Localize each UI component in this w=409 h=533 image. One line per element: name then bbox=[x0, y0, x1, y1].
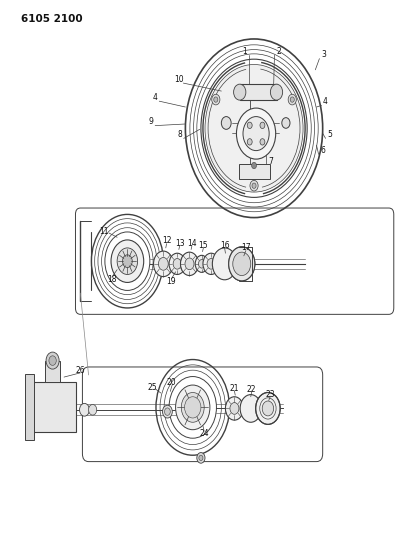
Text: 2: 2 bbox=[276, 47, 280, 55]
Bar bbox=[238, 164, 269, 179]
Circle shape bbox=[153, 251, 173, 277]
Circle shape bbox=[236, 108, 275, 159]
Text: 7: 7 bbox=[267, 157, 272, 166]
Circle shape bbox=[169, 253, 185, 274]
Circle shape bbox=[249, 180, 258, 191]
Text: 26: 26 bbox=[75, 366, 85, 375]
Circle shape bbox=[184, 397, 200, 418]
Circle shape bbox=[228, 247, 254, 281]
Text: 8: 8 bbox=[177, 130, 182, 139]
Circle shape bbox=[181, 392, 204, 422]
Circle shape bbox=[255, 392, 279, 424]
Circle shape bbox=[88, 405, 97, 415]
Text: 17: 17 bbox=[240, 244, 250, 253]
Circle shape bbox=[196, 453, 204, 463]
Circle shape bbox=[117, 248, 137, 274]
Circle shape bbox=[243, 117, 268, 151]
Circle shape bbox=[228, 247, 254, 281]
Text: 4: 4 bbox=[322, 97, 327, 106]
Circle shape bbox=[173, 259, 181, 269]
Text: 23: 23 bbox=[265, 390, 274, 399]
Circle shape bbox=[49, 356, 56, 366]
Bar bbox=[239, 84, 276, 100]
Circle shape bbox=[180, 252, 198, 276]
Circle shape bbox=[259, 139, 264, 145]
Text: 5: 5 bbox=[326, 130, 331, 139]
Circle shape bbox=[204, 64, 302, 192]
Text: 3: 3 bbox=[320, 51, 325, 59]
Text: 20: 20 bbox=[166, 378, 176, 387]
Circle shape bbox=[198, 260, 204, 268]
Circle shape bbox=[221, 117, 231, 130]
Text: 14: 14 bbox=[187, 239, 196, 248]
Bar bbox=[33, 382, 76, 432]
Circle shape bbox=[252, 183, 256, 188]
Circle shape bbox=[198, 455, 202, 461]
Text: 15: 15 bbox=[198, 241, 208, 250]
Circle shape bbox=[46, 352, 59, 369]
Circle shape bbox=[212, 248, 236, 280]
Text: 1: 1 bbox=[242, 47, 247, 55]
Circle shape bbox=[164, 408, 170, 415]
Circle shape bbox=[211, 94, 219, 105]
Circle shape bbox=[207, 259, 215, 269]
Circle shape bbox=[247, 139, 252, 145]
Circle shape bbox=[213, 97, 217, 102]
Circle shape bbox=[288, 94, 296, 105]
Circle shape bbox=[229, 402, 238, 414]
Text: 4: 4 bbox=[152, 93, 157, 102]
Text: 24: 24 bbox=[199, 430, 209, 439]
Circle shape bbox=[262, 401, 273, 416]
Circle shape bbox=[111, 240, 144, 282]
Circle shape bbox=[233, 84, 245, 100]
Text: 22: 22 bbox=[246, 385, 256, 394]
Circle shape bbox=[259, 122, 264, 128]
Text: 9: 9 bbox=[148, 117, 153, 126]
Text: 16: 16 bbox=[219, 241, 229, 250]
Circle shape bbox=[281, 118, 289, 128]
Circle shape bbox=[202, 253, 219, 274]
Circle shape bbox=[247, 122, 252, 128]
Text: 10: 10 bbox=[174, 75, 184, 84]
Bar bbox=[45, 361, 60, 382]
Text: 13: 13 bbox=[174, 239, 184, 248]
Circle shape bbox=[240, 394, 261, 422]
Text: 6105 2100: 6105 2100 bbox=[21, 14, 83, 24]
Text: 18: 18 bbox=[107, 275, 116, 284]
Bar bbox=[25, 374, 34, 440]
Circle shape bbox=[184, 258, 193, 270]
Circle shape bbox=[79, 403, 89, 416]
Text: 19: 19 bbox=[166, 277, 176, 286]
Circle shape bbox=[187, 400, 198, 414]
Circle shape bbox=[232, 252, 250, 276]
Text: 25: 25 bbox=[147, 383, 156, 392]
Circle shape bbox=[270, 84, 282, 100]
Text: 11: 11 bbox=[99, 228, 108, 237]
Circle shape bbox=[290, 97, 294, 102]
Text: 12: 12 bbox=[162, 237, 171, 246]
Circle shape bbox=[251, 163, 256, 168]
Circle shape bbox=[162, 405, 172, 418]
Circle shape bbox=[158, 257, 168, 270]
Circle shape bbox=[122, 255, 132, 268]
Circle shape bbox=[225, 397, 243, 420]
Text: 6: 6 bbox=[319, 146, 324, 155]
Circle shape bbox=[175, 385, 209, 430]
Text: 21: 21 bbox=[229, 384, 238, 393]
Circle shape bbox=[195, 255, 208, 272]
